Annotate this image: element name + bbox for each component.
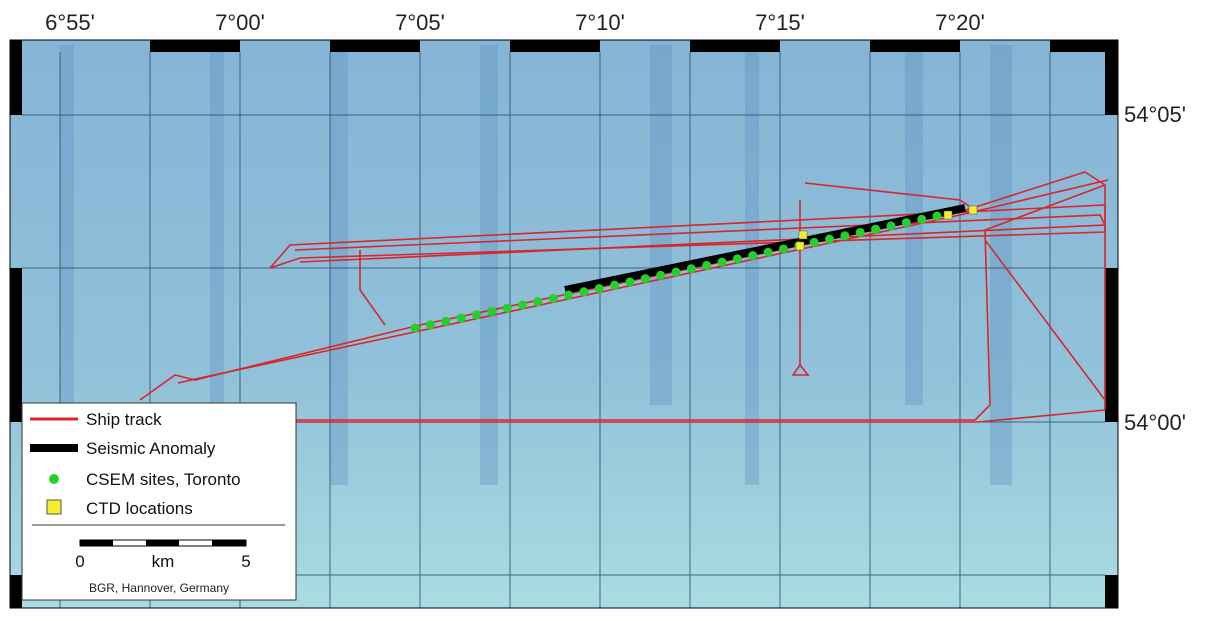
csem-site	[825, 235, 834, 244]
csem-site	[610, 281, 619, 290]
stripe	[745, 45, 759, 485]
legend-label: CSEM sites, Toronto	[86, 470, 241, 489]
csem-site	[503, 304, 512, 313]
csem-site	[702, 261, 711, 270]
ctd-marker	[796, 242, 804, 250]
credit: BGR, Hannover, Germany	[89, 581, 229, 595]
csem-site	[810, 238, 819, 247]
page: {"map": { "longitude_labels": ["6°55'", …	[0, 0, 1213, 616]
longitude-label: 7°05'	[395, 10, 445, 35]
scale-label: 0	[75, 552, 84, 571]
csem-site	[595, 284, 604, 293]
stripe	[330, 45, 348, 485]
csem-site	[411, 324, 420, 333]
frame-segment	[10, 268, 22, 422]
csem-site	[718, 258, 727, 267]
csem-site	[748, 251, 757, 260]
longitude-label: 7°10'	[575, 10, 625, 35]
csem-site	[687, 264, 696, 273]
csem-site	[441, 317, 450, 326]
csem-site	[625, 277, 634, 286]
csem-site	[426, 320, 435, 329]
csem-site	[656, 271, 665, 280]
legend-label: Ship track	[86, 410, 162, 429]
legend-label: Seismic Anomaly	[86, 439, 216, 458]
stripe	[480, 45, 498, 485]
scale-bar	[212, 540, 246, 546]
ctd-marker	[944, 211, 952, 219]
stripe	[60, 45, 74, 405]
csem-site	[779, 244, 788, 253]
csem-site	[733, 254, 742, 263]
legend-label: CTD locations	[86, 499, 193, 518]
scale-label: 5	[241, 552, 250, 571]
scale-label: km	[152, 552, 175, 571]
scale-bar	[146, 540, 179, 546]
frame-segment	[690, 40, 780, 52]
frame-segment	[1105, 575, 1118, 608]
ctd-marker	[799, 231, 807, 239]
csem-site	[871, 225, 880, 234]
stripe	[210, 45, 224, 405]
csem-site	[933, 212, 942, 221]
csem-site	[518, 300, 527, 309]
legend-symbol	[49, 474, 59, 484]
csem-site	[840, 231, 849, 240]
frame-segment	[510, 40, 600, 52]
latitude-label: 54°05'	[1124, 102, 1186, 127]
longitude-label: 7°00'	[215, 10, 265, 35]
map: Ship track Seismic Anomaly CSEM sites, T…	[0, 0, 1213, 616]
csem-site	[641, 274, 650, 283]
latitude-label: 54°00'	[1124, 410, 1186, 435]
scale-bar	[80, 540, 113, 546]
longitude-label: 6°55'	[45, 10, 95, 35]
frame-segment	[1050, 40, 1105, 52]
frame-segment	[10, 575, 22, 608]
csem-site	[579, 287, 588, 296]
csem-site	[764, 248, 773, 257]
csem-site	[672, 268, 681, 277]
csem-site	[564, 291, 573, 300]
csem-site	[902, 218, 911, 227]
ctd-marker	[969, 206, 977, 214]
legend-symbol	[47, 500, 61, 514]
frame-segment	[10, 40, 22, 115]
csem-site	[549, 294, 558, 303]
csem-site	[472, 310, 481, 319]
csem-site	[457, 314, 466, 323]
frame-segment	[1105, 40, 1118, 115]
csem-site	[886, 221, 895, 230]
longitude-label: 7°20'	[935, 10, 985, 35]
csem-site	[856, 228, 865, 237]
frame-segment	[870, 40, 960, 52]
csem-site	[487, 307, 496, 316]
csem-site	[917, 215, 926, 224]
stripe	[650, 45, 672, 405]
frame-segment	[330, 40, 420, 52]
legend: Ship track Seismic Anomaly CSEM sites, T…	[22, 403, 296, 600]
longitude-label: 7°15'	[755, 10, 805, 35]
csem-site	[533, 297, 542, 306]
frame-segment	[150, 40, 240, 52]
frame-segment	[1105, 268, 1118, 422]
